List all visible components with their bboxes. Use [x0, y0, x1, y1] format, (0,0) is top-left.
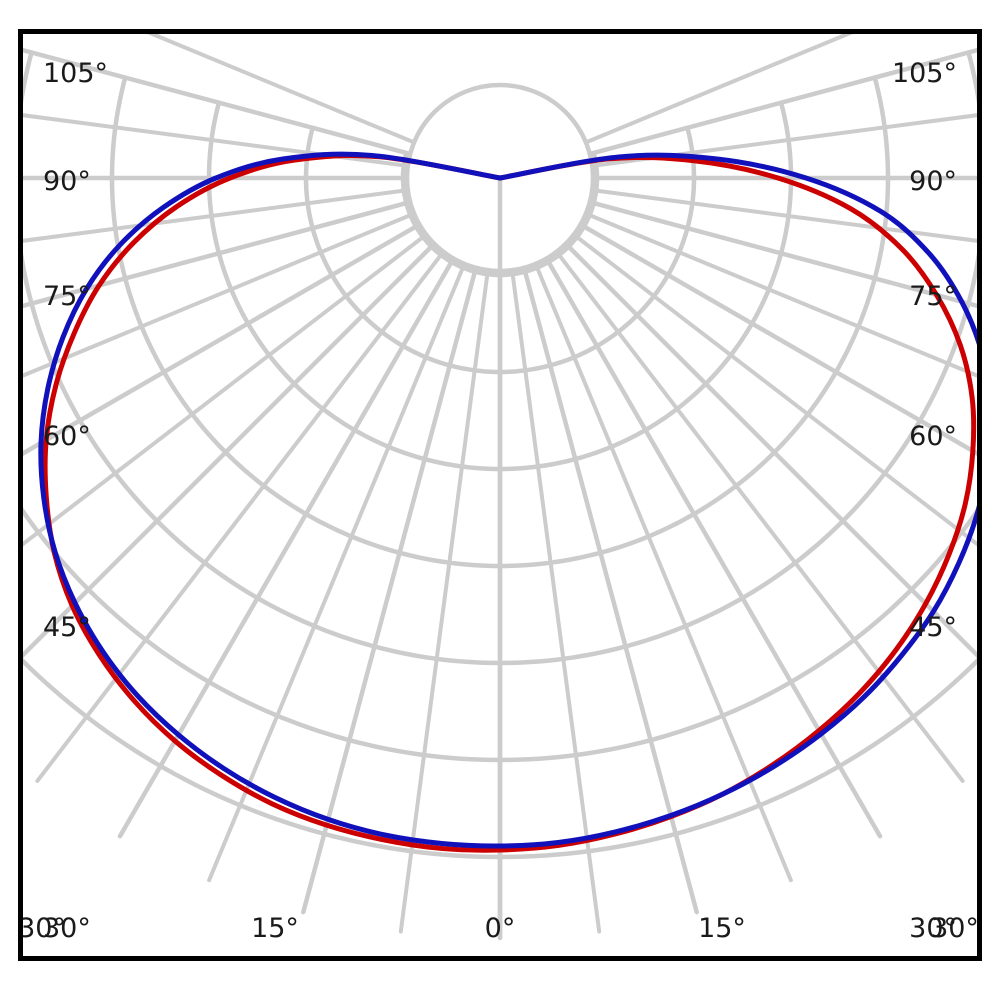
- axis-tick-label-bottom-0: 30°: [18, 913, 66, 944]
- polar-grid: [23, 34, 977, 941]
- grid-spoke-75.0: [587, 199, 977, 309]
- axis-tick-label-bottom-4: 30°: [931, 913, 979, 944]
- grid-spoke-105.0: [587, 47, 977, 157]
- grid-spoke-97.5: [590, 113, 977, 168]
- grid-spoke--15.0: [301, 265, 479, 915]
- axis-tick-label-bottom-2: 0°: [484, 913, 516, 944]
- grid-spoke--30.0: [117, 256, 456, 839]
- grid-spoke--52.5: [23, 232, 429, 547]
- grid-spoke-112.5: [583, 34, 853, 145]
- axis-tick-label-right-1: 90°: [909, 166, 957, 197]
- data-curve-1: [38, 151, 977, 849]
- axis-tick-label-left-0: 105°: [43, 58, 109, 89]
- axis-tick-label-left-5: 30°: [43, 913, 91, 944]
- grid-spoke-67.5: [583, 211, 977, 378]
- grid-spoke-60.0: [578, 222, 977, 456]
- grid-spoke--22.5: [207, 261, 467, 883]
- grid-spoke--7.5: [398, 268, 490, 934]
- grid-spoke--82.5: [23, 188, 410, 243]
- polar-curves: [38, 151, 977, 853]
- axis-tick-label-left-1: 90°: [43, 166, 91, 197]
- axis-tick-label-right-4: 45°: [909, 612, 957, 643]
- grid-spoke--60.0: [23, 222, 422, 456]
- axis-tick-label-left-4: 45°: [43, 612, 91, 643]
- plot-frame: 105° 90° 75° 60° 45° 30° 105° 90° 75° 60° 45° 30° 30…: [18, 29, 982, 961]
- grid-spoke-7.5: [510, 268, 602, 934]
- axis-tick-label-right-2: 75°: [909, 281, 957, 312]
- data-curve-0: [42, 153, 977, 853]
- grid-spoke-82.5: [590, 188, 977, 243]
- grid-spoke-37.5: [554, 249, 965, 783]
- axis-tick-label-right-0: 105°: [891, 58, 957, 89]
- axis-tick-label-bottom-1: 15°: [251, 913, 299, 944]
- grid-spoke-52.5: [571, 232, 977, 547]
- grid-spoke-30.0: [544, 256, 883, 839]
- polar-plot-svg: [23, 34, 977, 941]
- axis-tick-label-bottom-3: 15°: [698, 913, 746, 944]
- axis-tick-label-left-2: 75°: [43, 281, 91, 312]
- axis-tick-label-right-3: 60°: [909, 421, 957, 452]
- grid-spoke--105.0: [23, 47, 413, 157]
- grid-spoke--112.5: [147, 34, 417, 145]
- grid-spoke-45.0: [563, 241, 977, 659]
- axis-tick-label-right-5: 30°: [909, 913, 957, 944]
- grid-spoke--37.5: [35, 249, 446, 783]
- grid-spoke--97.5: [23, 113, 410, 168]
- axis-tick-label-left-3: 60°: [43, 421, 91, 452]
- grid-spoke--67.5: [23, 211, 417, 378]
- grid-spoke-15.0: [521, 265, 699, 915]
- grid-spoke--45.0: [23, 241, 437, 659]
